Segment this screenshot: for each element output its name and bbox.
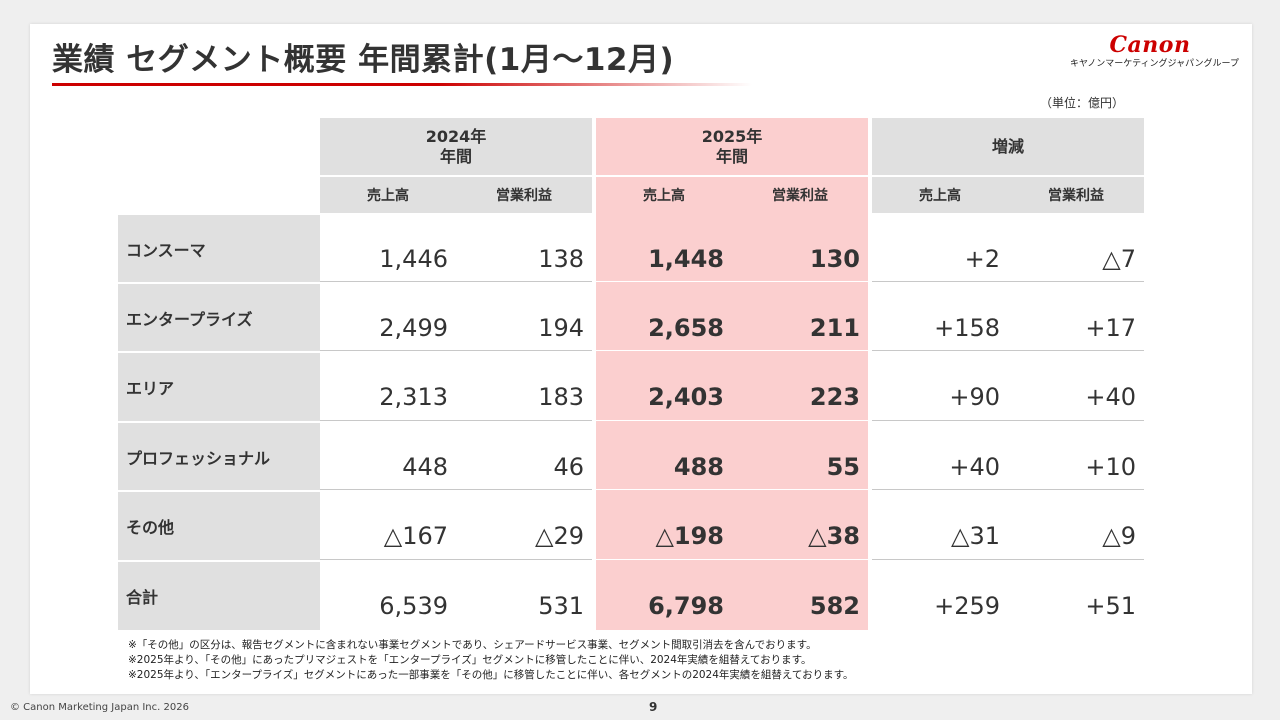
cell-total-sales-2025: 6,798: [596, 560, 732, 630]
cell-total-profit-diff: +51: [1085, 592, 1136, 620]
header-diff-label: 増減: [991, 136, 1024, 156]
cell-consumer-sales-diff: +2: [872, 213, 1008, 282]
header-2024: 2024年 年間: [320, 118, 592, 175]
footnotes: ※「その他」の区分は、報告セグメントに含まれない事業セグメントであり、シェアード…: [128, 638, 854, 683]
cell-professional-profit-2025: 55: [732, 421, 868, 490]
cell-other-profit-2024: △29: [456, 490, 592, 560]
subheader-diff-profit: 営業利益: [1008, 177, 1144, 213]
cell-enterprise-profit-2025: 211: [732, 282, 868, 351]
cell-area-profit-diff: +40: [1008, 351, 1144, 421]
subheader-2025-profit: 営業利益: [732, 177, 868, 213]
cell-consumer-sales-2025: 1,448: [596, 213, 732, 282]
cell-other-sales-2024: △167: [320, 490, 456, 560]
subheader-2024-sales: 売上高: [320, 177, 456, 213]
page-title: 業績 セグメント概要 年間累計(1月～12月): [52, 42, 675, 78]
cell-consumer-sales-2024: 1,446: [320, 213, 456, 282]
cell-enterprise-profit-diff: +17: [1008, 282, 1144, 351]
canon-logo: Canon キヤノンマーケティングジャパングループ: [1070, 32, 1240, 70]
cell-professional-profit-2024: 46: [456, 421, 592, 490]
cell-other-profit-diff: △9: [1008, 490, 1144, 560]
header-diff: 増減: [872, 118, 1144, 175]
footnote: ※2025年より、「エンタープライズ」セグメントにあった一部事業を「その他」に移…: [128, 669, 854, 681]
row-label-area: エリア: [118, 351, 320, 421]
logo-subtitle: キヤノンマーケティングジャパングループ: [1070, 59, 1240, 69]
row-label-total: 合計: [118, 560, 320, 630]
subheader-2024-profit: 営業利益: [456, 177, 592, 213]
cell-consumer-profit-2025: 130: [732, 213, 868, 282]
cell-area-sales-2024: 2,313: [320, 351, 456, 421]
row-label-consumer: コンスーマ: [118, 213, 320, 282]
row-label-enterprise: エンタープライズ: [118, 282, 320, 351]
footnote: ※「その他」の区分は、報告セグメントに含まれない事業セグメントであり、シェアード…: [128, 639, 817, 651]
cell-consumer-profit-diff: △7: [1008, 213, 1144, 282]
cell-enterprise-sales-diff: +158: [872, 282, 1008, 351]
subheader-2025-sales: 売上高: [596, 177, 732, 213]
cell-other-profit-2025: △38: [732, 490, 868, 560]
slide: 業績 セグメント概要 年間累計(1月～12月) Canon キヤノンマーケティン…: [30, 24, 1252, 694]
logo-brand: Canon: [1109, 32, 1191, 58]
header-2024-period: 年間: [439, 146, 472, 166]
row-label-professional: プロフェッショナル: [118, 421, 320, 490]
header-2024-year: 2024年: [425, 126, 487, 146]
header-2025: 2025年 年間: [596, 118, 868, 175]
header-2025-year: 2025年: [701, 126, 763, 146]
cell-area-sales-diff: +90: [872, 351, 1008, 421]
cell-other-sales-diff: △31: [872, 490, 1008, 560]
cell-total-sales-diff: +259: [934, 592, 1000, 620]
cell-professional-sales-2025: 488: [596, 421, 732, 490]
cell-enterprise-profit-2024: 194: [456, 282, 592, 351]
cell-professional-profit-diff: +10: [1008, 421, 1144, 490]
cell-enterprise-sales-2024: 2,499: [320, 282, 456, 351]
page-number: 9: [649, 700, 658, 714]
footnote: ※2025年より、「その他」にあったプリマジェストを「エンタープライズ」セグメン…: [128, 654, 812, 666]
subheader-diff-sales: 売上高: [872, 177, 1008, 213]
cell-area-profit-2024: 183: [456, 351, 592, 421]
cell-other-sales-2025: △198: [596, 490, 732, 560]
header-2025-period: 年間: [715, 146, 748, 166]
row-label-other: その他: [118, 490, 320, 560]
copyright: © Canon Marketing Japan Inc. 2026: [10, 702, 189, 713]
cell-professional-sales-2024: 448: [320, 421, 456, 490]
unit-note: （単位：億円）: [1040, 96, 1125, 110]
cell-total-profit-2024: 531: [538, 592, 584, 620]
cell-consumer-profit-2024: 138: [456, 213, 592, 282]
cell-area-profit-2025: 223: [732, 351, 868, 421]
cell-professional-sales-diff: +40: [872, 421, 1008, 490]
cell-total-sales-2024: 6,539: [379, 592, 448, 620]
cell-total-profit-2025: 582: [732, 560, 868, 630]
cell-enterprise-sales-2025: 2,658: [596, 282, 732, 351]
title-underline: [52, 83, 752, 86]
cell-area-sales-2025: 2,403: [596, 351, 732, 421]
